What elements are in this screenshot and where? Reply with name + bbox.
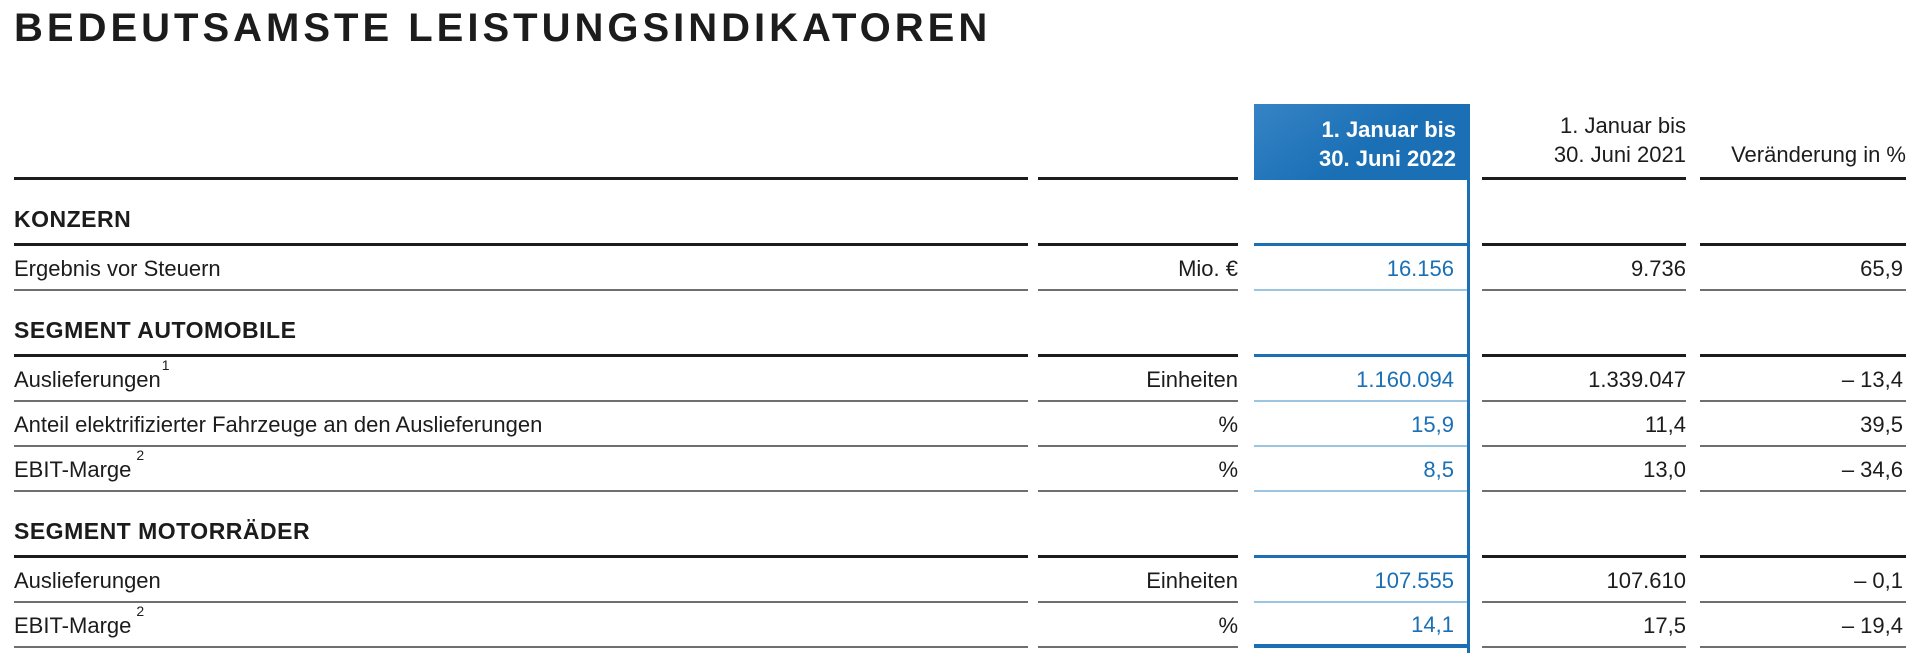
section-cell bbox=[1700, 291, 1906, 357]
section-cell bbox=[1038, 492, 1238, 558]
change-header-label: Veränderung in % bbox=[1731, 142, 1906, 167]
table-row: Auslieferungen1 Einheiten 1.160.094 1.33… bbox=[14, 357, 1906, 402]
row-label: Anteil elektrifizierter Fahrzeuge an den… bbox=[14, 402, 1028, 447]
period-prior-line2: 30. Juni 2021 bbox=[1553, 142, 1686, 167]
value-change: 39,5 bbox=[1700, 402, 1906, 447]
section-row-automobile: SEGMENT AUTOMOBILE bbox=[14, 291, 1906, 357]
value-current: 16.156 bbox=[1254, 246, 1470, 291]
section-cell bbox=[1038, 180, 1238, 246]
value-change: – 34,6 bbox=[1700, 447, 1906, 492]
footnote-ref: 2 bbox=[136, 603, 145, 620]
row-label: Ergebnis vor Steuern bbox=[14, 246, 1028, 291]
section-cell bbox=[1700, 180, 1906, 246]
row-unit: Einheiten bbox=[1038, 558, 1238, 603]
section-cell bbox=[1038, 291, 1238, 357]
section-cell bbox=[1254, 291, 1470, 357]
value-prior: 11,4 bbox=[1482, 402, 1686, 447]
value-current: 1.160.094 bbox=[1254, 357, 1470, 402]
section-cell bbox=[1482, 291, 1686, 357]
row-label: Auslieferungen1 bbox=[14, 357, 1028, 402]
value-prior: 9.736 bbox=[1482, 246, 1686, 291]
value-prior: 1.339.047 bbox=[1482, 357, 1686, 402]
header-cell-unit bbox=[1038, 104, 1238, 180]
value-prior: 17,5 bbox=[1482, 603, 1686, 648]
section-row-motorraeder: SEGMENT MOTORRÄDER bbox=[14, 492, 1906, 558]
table-row: EBIT-Marge2 % 14,1 17,5 – 19,4 bbox=[14, 603, 1906, 648]
table-header-row: 1. Januar bis 30. Juni 2022 1. Januar bi… bbox=[14, 104, 1906, 180]
row-label: EBIT-Marge2 bbox=[14, 447, 1028, 492]
page-title: BEDEUTSAMSTE LEISTUNGSINDIKATOREN bbox=[14, 6, 992, 50]
section-heading: KONZERN bbox=[14, 180, 1028, 246]
kpi-table: 1. Januar bis 30. Juni 2022 1. Januar bi… bbox=[14, 104, 1906, 648]
header-cell-label bbox=[14, 104, 1028, 180]
value-prior: 107.610 bbox=[1482, 558, 1686, 603]
section-cell bbox=[1254, 180, 1470, 246]
period-current-line2: 30. Juni 2022 bbox=[1319, 146, 1456, 171]
header-cell-period-current: 1. Januar bis 30. Juni 2022 bbox=[1254, 104, 1470, 180]
value-current: 15,9 bbox=[1254, 402, 1470, 447]
value-change: – 19,4 bbox=[1700, 603, 1906, 648]
header-cell-period-prior: 1. Januar bis 30. Juni 2021 bbox=[1482, 104, 1686, 180]
value-current: 8,5 bbox=[1254, 447, 1470, 492]
period-prior-line1: 1. Januar bis bbox=[1560, 113, 1686, 138]
row-unit: Einheiten bbox=[1038, 357, 1238, 402]
table-row: Anteil elektrifizierter Fahrzeuge an den… bbox=[14, 402, 1906, 447]
footnote-ref: 2 bbox=[136, 447, 145, 464]
section-cell bbox=[1700, 492, 1906, 558]
header-cell-change: Veränderung in % bbox=[1700, 104, 1906, 180]
value-change: 65,9 bbox=[1700, 246, 1906, 291]
row-label: EBIT-Marge2 bbox=[14, 603, 1028, 648]
row-label: Auslieferungen bbox=[14, 558, 1028, 603]
value-current: 107.555 bbox=[1254, 558, 1470, 603]
section-heading: SEGMENT AUTOMOBILE bbox=[14, 291, 1028, 357]
row-unit: % bbox=[1038, 402, 1238, 447]
value-current: 14,1 bbox=[1254, 603, 1470, 648]
period-current-line1: 1. Januar bis bbox=[1321, 117, 1456, 142]
row-unit: % bbox=[1038, 447, 1238, 492]
value-prior: 13,0 bbox=[1482, 447, 1686, 492]
section-heading: SEGMENT MOTORRÄDER bbox=[14, 492, 1028, 558]
table-row: Ergebnis vor Steuern Mio. € 16.156 9.736… bbox=[14, 246, 1906, 291]
value-change: – 0,1 bbox=[1700, 558, 1906, 603]
row-unit: Mio. € bbox=[1038, 246, 1238, 291]
table-row: EBIT-Marge2 % 8,5 13,0 – 34,6 bbox=[14, 447, 1906, 492]
section-row-konzern: KONZERN bbox=[14, 180, 1906, 246]
row-unit: % bbox=[1038, 603, 1238, 648]
section-cell bbox=[1482, 180, 1686, 246]
table-row: Auslieferungen Einheiten 107.555 107.610… bbox=[14, 558, 1906, 603]
value-change: – 13,4 bbox=[1700, 357, 1906, 402]
section-cell bbox=[1254, 492, 1470, 558]
current-column-rule bbox=[1467, 104, 1470, 653]
footnote-ref: 1 bbox=[161, 357, 170, 374]
section-cell bbox=[1482, 492, 1686, 558]
